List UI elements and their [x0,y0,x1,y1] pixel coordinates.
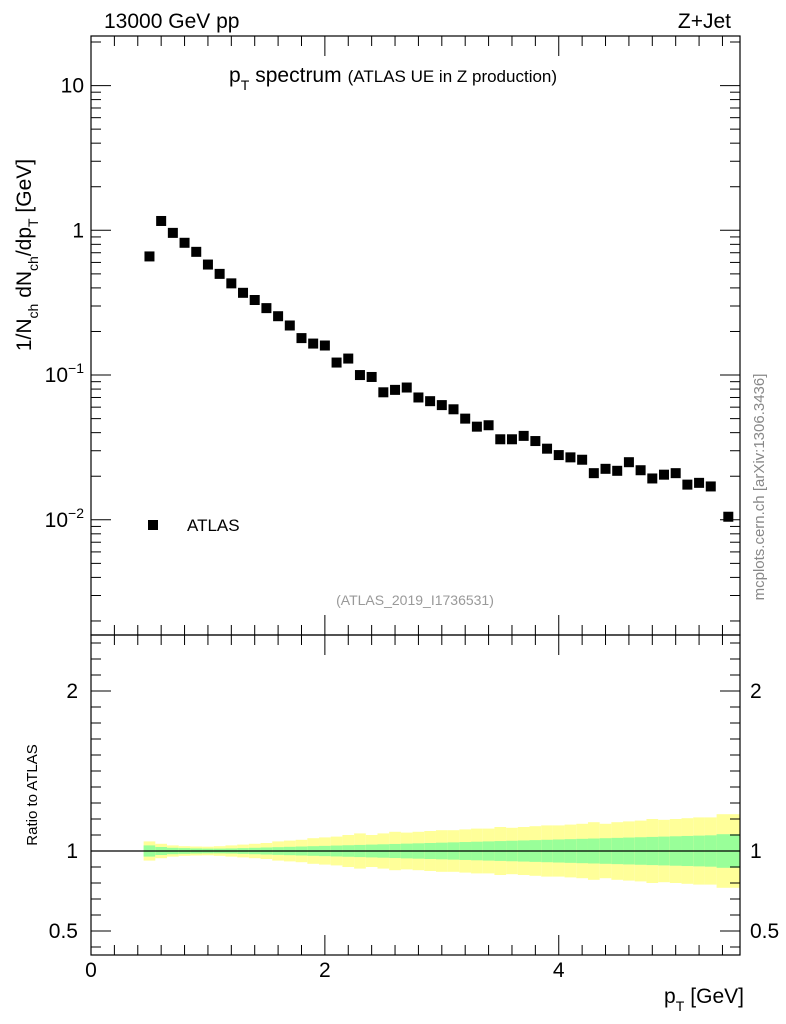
data-point [471,421,482,432]
energy-label: 13000 GeV pp [104,10,239,33]
data-point [658,469,669,480]
data-point [284,320,295,331]
x-tick-label: 2 [319,959,331,982]
data-point [191,246,202,257]
data-point [682,479,693,490]
ratio-y-tick-label-right: 1 [750,840,762,863]
data-point [694,477,705,488]
data-point [530,436,541,447]
data-point [460,413,471,424]
source-side-label: mcplots.cern.ch [arXiv:1306.3436] [751,374,768,601]
data-point [226,278,237,289]
x-tick-label: 4 [553,959,565,982]
data-point [390,384,401,395]
data-point [343,353,354,364]
data-point [565,452,576,463]
data-point [448,404,459,415]
ratio-y-tick-label-right: 2 [750,680,762,703]
data-point [506,434,517,445]
data-point [261,303,272,314]
ratio-y-tick-labels: 2 2 1 1 0.5 0.5 [49,680,779,943]
data-point [577,454,588,465]
data-point [612,465,623,476]
data-point [553,450,564,461]
main-y-tick-labels: 10 1 10−1 10−2 [45,75,85,532]
main-frame [90,35,741,636]
y-tick-label: 1 [72,219,84,242]
data-point [179,237,190,248]
data-point [378,387,389,398]
data-point [214,268,225,279]
ratio-frame [90,634,741,956]
data-point [167,227,178,238]
x-tick-label: 0 [85,959,97,982]
ratio-tick-marks [90,635,740,955]
data-point [542,443,553,454]
main-tick-marks [90,36,740,635]
data-point [308,338,319,349]
data-points [144,215,734,522]
data-point [670,468,681,479]
data-point [705,481,716,492]
data-point [436,400,447,411]
process-label: Z+Jet [678,10,731,33]
x-tick-labels: 0 2 4 [85,959,565,982]
x-axis-label: pT [GeV] [664,985,744,1014]
y-tick-label: 10−2 [45,505,85,532]
data-point [647,473,658,484]
data-point [331,357,342,368]
data-point [354,370,365,381]
y-tick-label: 10−1 [45,360,85,387]
data-point [249,295,260,306]
data-point [518,430,529,441]
data-point [483,420,494,431]
data-point [588,468,599,479]
data-point [319,340,330,351]
data-point [273,311,284,322]
main-y-axis-label: 1/Nch dNch/dpT [GeV] [13,159,41,351]
ratio-panel: 2 2 1 1 0.5 0.5 0 2 4 Ratio to ATLAS pT [GeV] [24,634,779,1014]
ratio-y-tick-label-left: 1 [66,840,78,863]
data-point [202,259,213,270]
data-point [401,382,412,393]
data-point [413,392,424,403]
data-point [425,396,436,407]
data-point [156,215,167,226]
data-point [600,463,611,474]
data-point [144,251,155,262]
y-tick-label: 10 [61,75,84,98]
analysis-watermark: (ATLAS_2019_I1736531) [336,592,494,608]
data-point [366,371,377,382]
ratio-y-tick-label-right: 0.5 [750,920,779,943]
data-point [623,457,634,468]
ratio-y-tick-label-left: 0.5 [49,920,78,943]
legend-marker [148,520,158,530]
ratio-y-axis-label: Ratio to ATLAS [24,744,41,845]
ratio-y-tick-label-left: 2 [66,680,78,703]
data-point [296,333,307,344]
data-point [495,434,506,445]
legend-label: ATLAS [187,516,240,535]
data-point [635,465,646,476]
data-point [238,287,249,298]
data-point [723,511,734,522]
main-panel: 10 1 10−1 10−2 pT spectrum (ATLAS UE in Z pro… [13,35,768,636]
plot-title: pT spectrum (ATLAS UE in Z production) [229,64,557,93]
